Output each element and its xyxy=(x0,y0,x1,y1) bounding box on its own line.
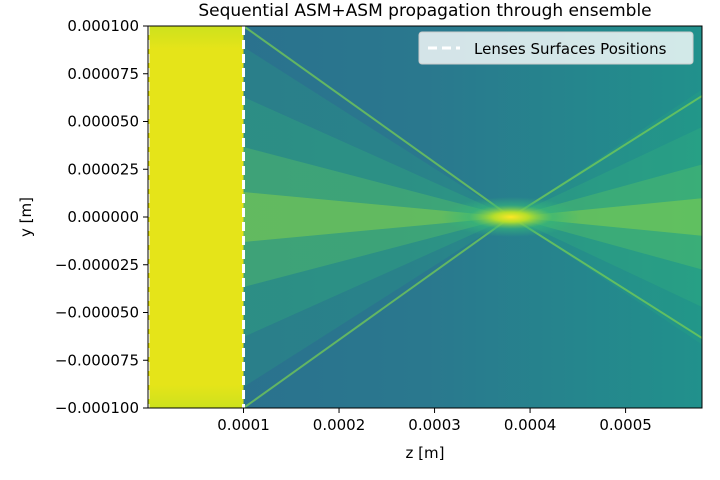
chart-title: Sequential ASM+ASM propagation through e… xyxy=(198,1,651,21)
beam-edge xyxy=(510,95,702,218)
y-tick-label: −0.000100 xyxy=(55,399,139,417)
beam-edge xyxy=(242,216,512,408)
x-tick-label: 0.0001 xyxy=(217,416,270,434)
y-tick-label: −0.000050 xyxy=(55,304,139,322)
y-tick-label: −0.000025 xyxy=(55,256,139,274)
x-tick-label: 0.0005 xyxy=(599,416,652,434)
beam-cone xyxy=(242,26,702,408)
y-tick-label: 0.000025 xyxy=(67,160,139,178)
diverging-beam-band xyxy=(510,127,702,307)
diverging-beam-band xyxy=(510,89,702,345)
diverging-beam-band xyxy=(510,198,702,236)
x-tick-label: 0.0003 xyxy=(408,416,461,434)
focus-spot xyxy=(440,197,581,237)
converging-beam-band xyxy=(243,47,511,387)
x-axis-ticks: 0.0001 0.0002 0.0003 0.0004 0.0005 xyxy=(217,408,652,434)
y-tick-label: −0.000075 xyxy=(55,351,139,369)
y-tick-label: 0.000100 xyxy=(67,17,139,35)
x-tick-label: 0.0004 xyxy=(504,416,557,434)
y-axis-label: y [m] xyxy=(17,197,35,237)
y-axis-ticks: 0.000100 0.000075 0.000050 0.000025 0.000000… xyxy=(55,17,148,417)
converging-beam-band xyxy=(243,147,511,287)
diverging-beam-band xyxy=(510,164,702,270)
legend-entry-label: Lenses Surfaces Positions xyxy=(474,40,667,58)
plot-area xyxy=(148,26,702,408)
converging-beam-band xyxy=(243,192,511,242)
beam-edge xyxy=(510,216,702,339)
beam-edge xyxy=(242,26,512,218)
lens-region xyxy=(148,26,244,408)
x-axis-label: z [m] xyxy=(406,444,445,462)
converging-beam-band xyxy=(243,97,511,337)
x-tick-label: 0.0002 xyxy=(313,416,366,434)
legend-box xyxy=(418,31,694,65)
y-tick-label: 0.000000 xyxy=(67,208,139,226)
y-tick-label: 0.000050 xyxy=(67,113,139,131)
legend: Lenses Surfaces Positions xyxy=(418,31,694,65)
y-tick-label: 0.000075 xyxy=(67,65,139,83)
